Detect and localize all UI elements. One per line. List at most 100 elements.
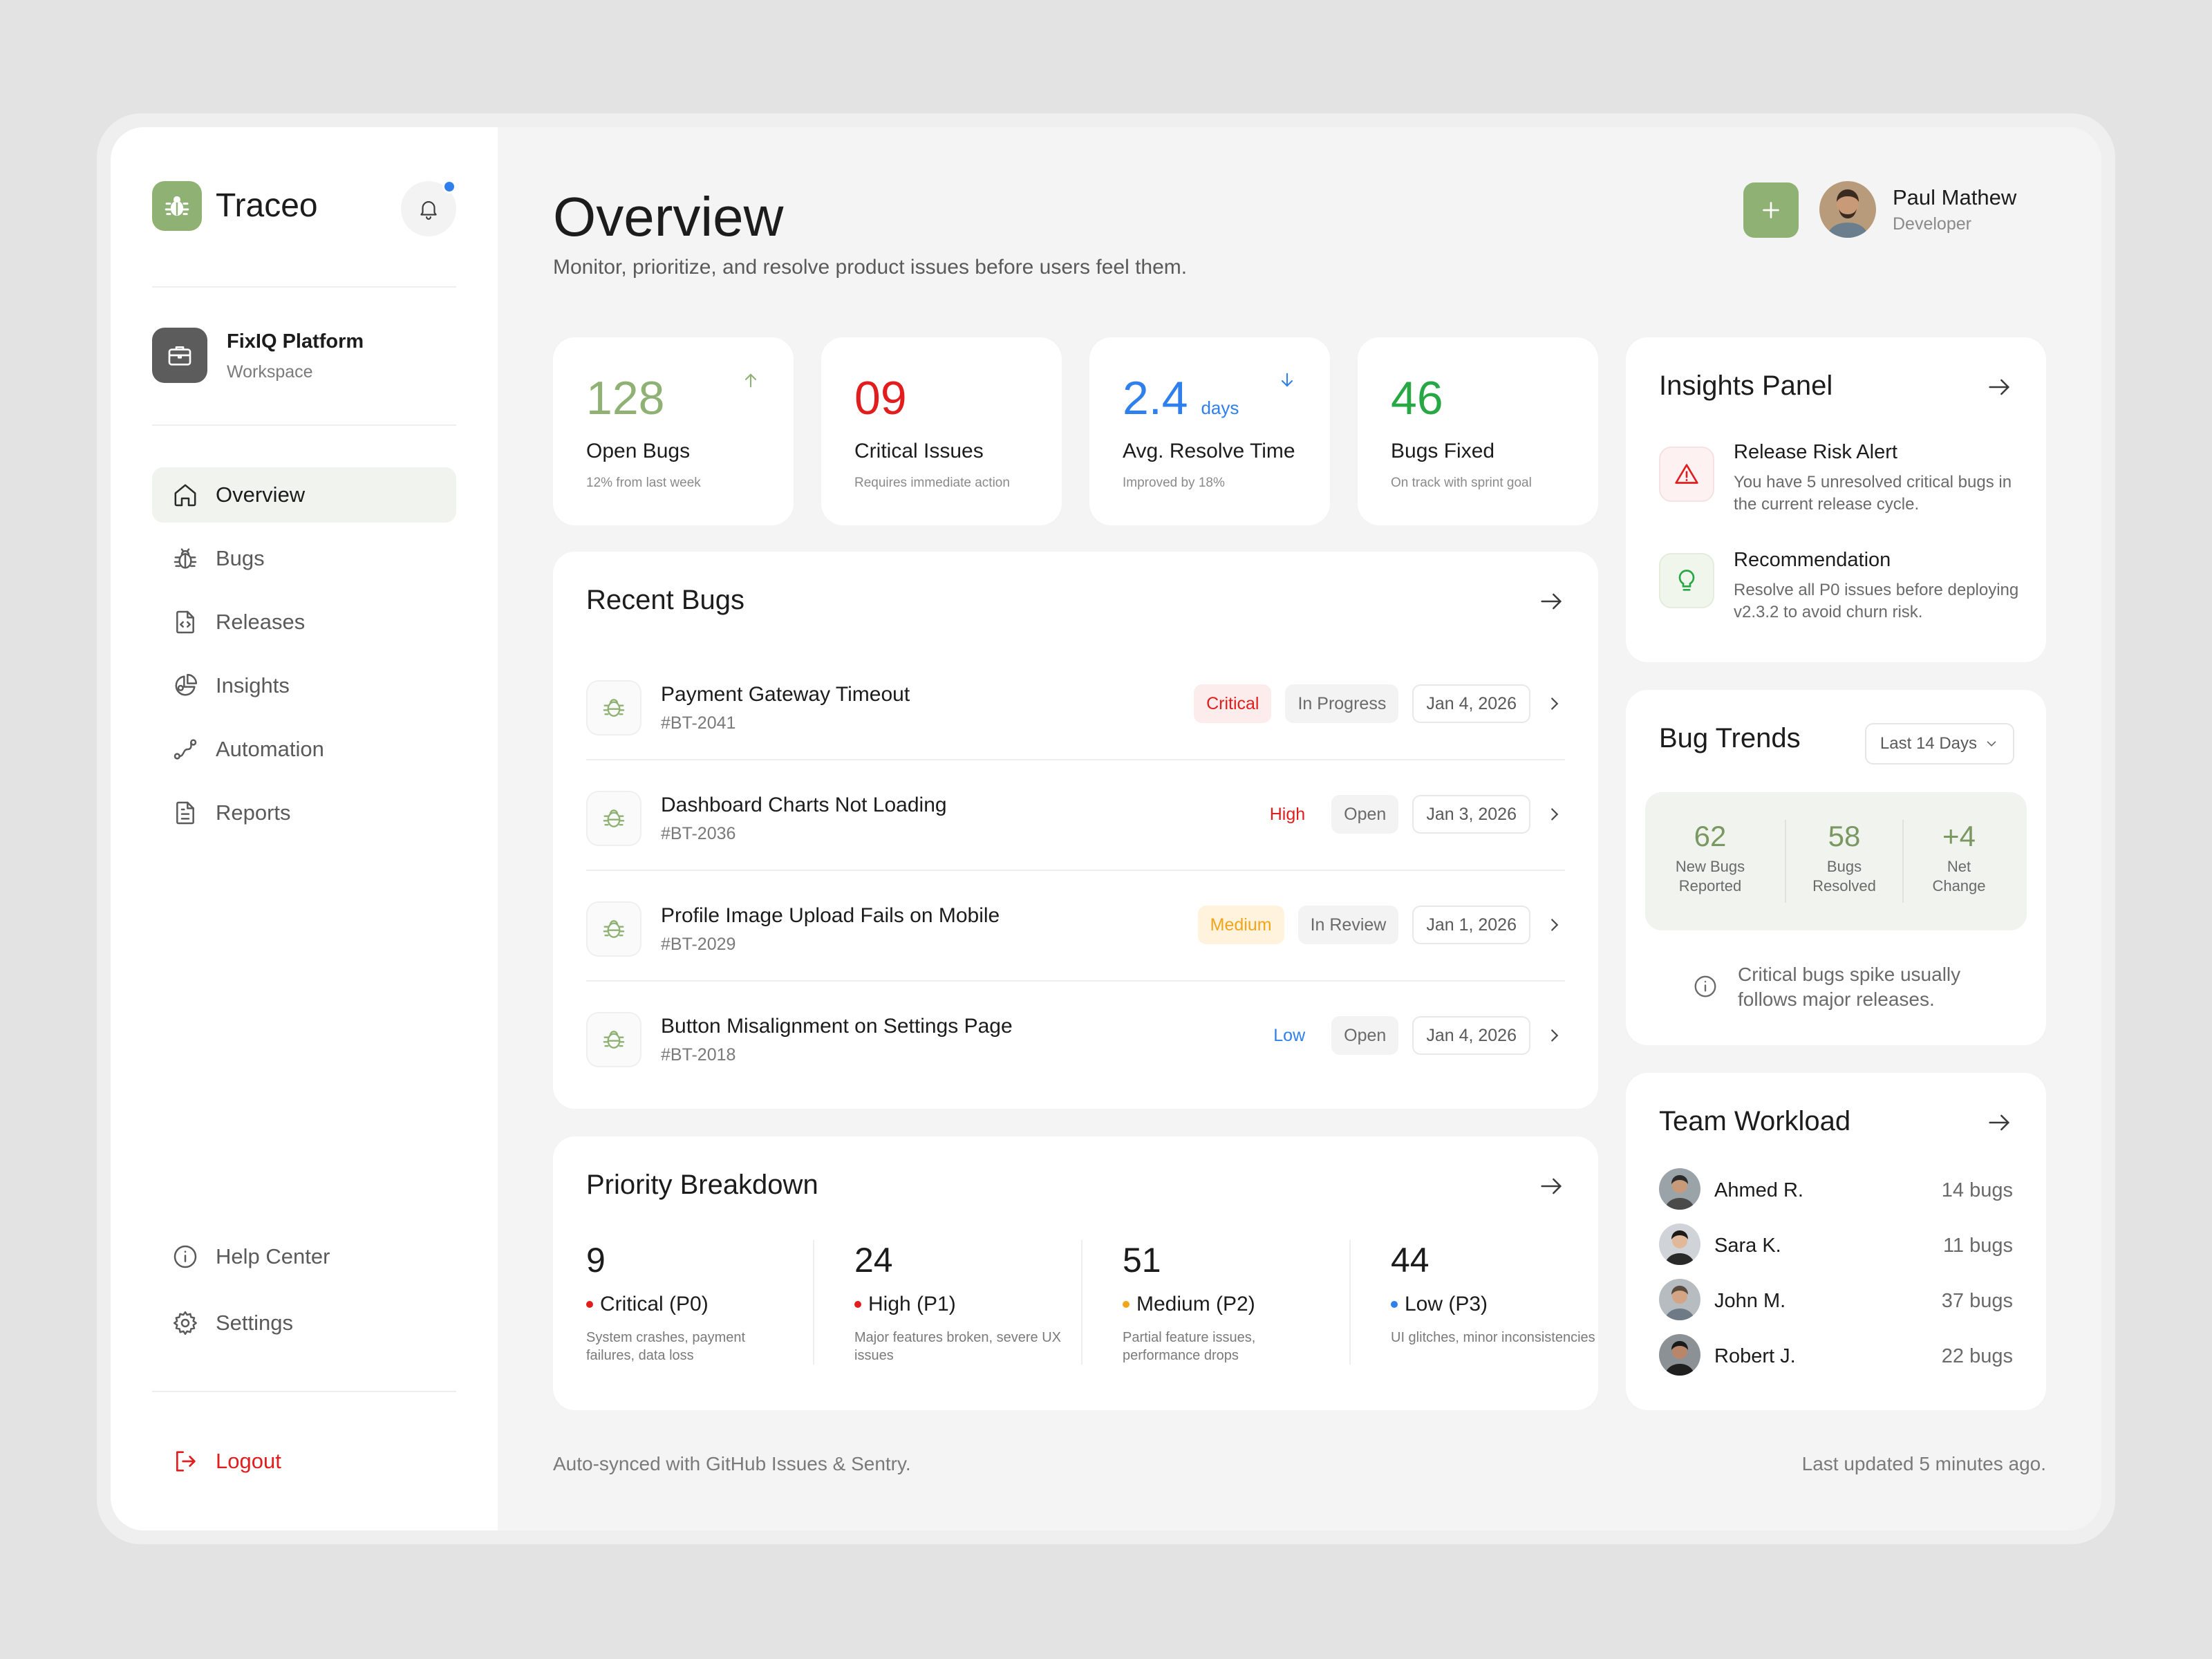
logout-label: Logout [216,1449,281,1473]
arrow-up-icon [741,371,760,390]
logout-button[interactable]: Logout [152,1434,456,1489]
bug-id: #BT-2018 [661,1045,736,1065]
nav-item-bugs[interactable]: Bugs [152,531,456,586]
recent-bugs-card: Recent Bugs Payment Gateway Timeout #BT-2… [553,552,1598,1109]
priority-desc: System crashes, payment failures, data l… [586,1330,746,1363]
lightbulb-icon [1659,553,1714,608]
arrow-down-icon [1277,371,1297,390]
avatar [1659,1224,1700,1265]
bug-title[interactable]: Button Misalignment on Settings Page [661,1015,1013,1038]
bug-meta: Medium In Review Jan 1, 2026 [1197,904,1565,946]
chevron-right-icon[interactable] [1544,915,1565,935]
member-name: John M. [1714,1290,1786,1312]
nav-item-reports[interactable]: Reports [152,785,456,841]
add-button[interactable] [1743,182,1799,238]
bug-title[interactable]: Profile Image Upload Fails on Mobile [661,904,1000,927]
nav-label: Automation [216,737,324,761]
bug-title[interactable]: Payment Gateway Timeout [661,683,910,706]
insight-title: Recommendation [1734,549,1891,571]
bug-row[interactable]: Dashboard Charts Not Loading #BT-2036 High… [586,766,1565,877]
main-content: Overview Monitor, prioritize, and resolv… [498,127,2101,1530]
priority-badge: Medium [1197,906,1284,944]
bug-id: #BT-2029 [661,935,736,954]
priority-dot [1391,1301,1398,1308]
priority-dot [854,1301,861,1308]
workspace-name[interactable]: FixIQ Platform [227,330,364,353]
nav-item-automation[interactable]: Automation [152,722,456,777]
insight-text: You have 5 unresolved critical bugs in t… [1734,473,2012,514]
chevron-right-icon[interactable] [1544,693,1565,714]
member-bug-count: 11 bugs [1942,1235,2013,1257]
chevron-down-icon [1987,741,1996,747]
trend-metric-net: +4 Net Change [1904,820,2014,896]
date-badge: Jan 4, 2026 [1412,1016,1530,1055]
plus-icon [1763,202,1779,218]
stat-sub: Improved by 18% [1123,476,1225,490]
trend-value: 62 [1694,820,1727,852]
chevron-right-icon[interactable] [1544,1025,1565,1046]
member-bug-count: 37 bugs [1941,1290,2013,1312]
stat-label: Critical Issues [854,440,984,462]
warning-icon [1659,447,1714,502]
status-badge: In Progress [1285,684,1399,723]
stat-card-bugs-fixed[interactable]: 46 Bugs Fixed On track with sprint goal [1358,337,1598,525]
priority-dot [1123,1301,1130,1308]
workload-row[interactable]: Sara K. 11 bugs [1659,1224,2013,1268]
sidebar: Traceo FixIQ Platform Workspace Overview… [111,127,498,1530]
bug-row[interactable]: Payment Gateway Timeout #BT-2041 Critical I… [586,655,1565,766]
card-title: Priority Breakdown [586,1170,818,1200]
arrow-right-icon[interactable] [1985,1109,2013,1136]
home-icon [170,480,200,510]
nav-item-help-center[interactable]: Help Center [152,1229,456,1284]
arrow-right-icon[interactable] [1985,373,2013,401]
nav-item-releases[interactable]: Releases [152,594,456,650]
range-select[interactable]: Last 14 Days [1864,723,2014,765]
nav-label: Releases [216,610,306,634]
workspace-type: Workspace [227,362,313,382]
route-icon [170,734,200,765]
stat-card-resolve-time[interactable]: 2.4 days Avg. Resolve Time Improved by 1… [1089,337,1330,525]
stat-sub: 12% from last week [586,476,701,490]
bug-meta: High Open Jan 3, 2026 [1257,794,1565,835]
nav-item-settings[interactable]: Settings [152,1295,456,1351]
page-subtitle: Monitor, prioritize, and resolve product… [553,256,1188,279]
user-role: Developer [1893,214,1971,234]
card-title: Insights Panel [1659,371,1833,401]
user-name: Paul Mathew [1893,185,2017,209]
status-badge: In Review [1297,906,1399,944]
brand-name: Traceo [216,187,318,224]
bug-row[interactable]: Profile Image Upload Fails on Mobile #BT-… [586,877,1565,987]
bug-icon [170,543,200,574]
priority-badge: Critical [1194,684,1272,723]
workload-row[interactable]: Ahmed R. 14 bugs [1659,1168,2013,1212]
arrow-right-icon[interactable] [1537,588,1565,615]
bug-row[interactable]: Button Misalignment on Settings Page #BT-… [586,987,1565,1098]
logo [152,181,202,231]
workload-row[interactable]: John M. 37 bugs [1659,1279,2013,1323]
priority-label: High (P1) [868,1293,956,1315]
workspace-icon[interactable] [152,328,207,383]
nav-item-insights[interactable]: Insights [152,658,456,713]
stat-card-critical-issues[interactable]: 09 Critical Issues Requires immediate ac… [821,337,1062,525]
workload-row[interactable]: Robert J. 22 bugs [1659,1334,2013,1378]
document-icon [170,798,200,828]
arrow-right-icon[interactable] [1537,1172,1565,1200]
chevron-right-icon[interactable] [1544,804,1565,825]
priority-label-wrap: Critical (P0) [586,1293,709,1316]
bell-icon [420,201,437,220]
stat-unit: days [1201,397,1239,418]
status-badge: Open [1331,795,1399,834]
trend-note: Critical bugs spike usually follows majo… [1738,964,1961,1010]
nav-item-overview[interactable]: Overview [152,467,456,523]
stat-card-open-bugs[interactable]: 128 Open Bugs 12% from last week [553,337,794,525]
priority-label-wrap: High (P1) [854,1293,956,1316]
priority-item: 44 Low (P3) UI glitches, minor inconsisten… [1391,1240,1640,1371]
member-name: Sara K. [1714,1235,1781,1257]
info-icon [1692,973,1718,1000]
stat-value-wrap: 2.4 days [1123,371,1239,435]
user-avatar[interactable] [1819,181,1876,238]
notification-badge [442,180,456,194]
trend-label: New Bugs Reported [1675,858,1745,894]
bug-title[interactable]: Dashboard Charts Not Loading [661,794,947,816]
nav-label: Overview [216,482,306,507]
